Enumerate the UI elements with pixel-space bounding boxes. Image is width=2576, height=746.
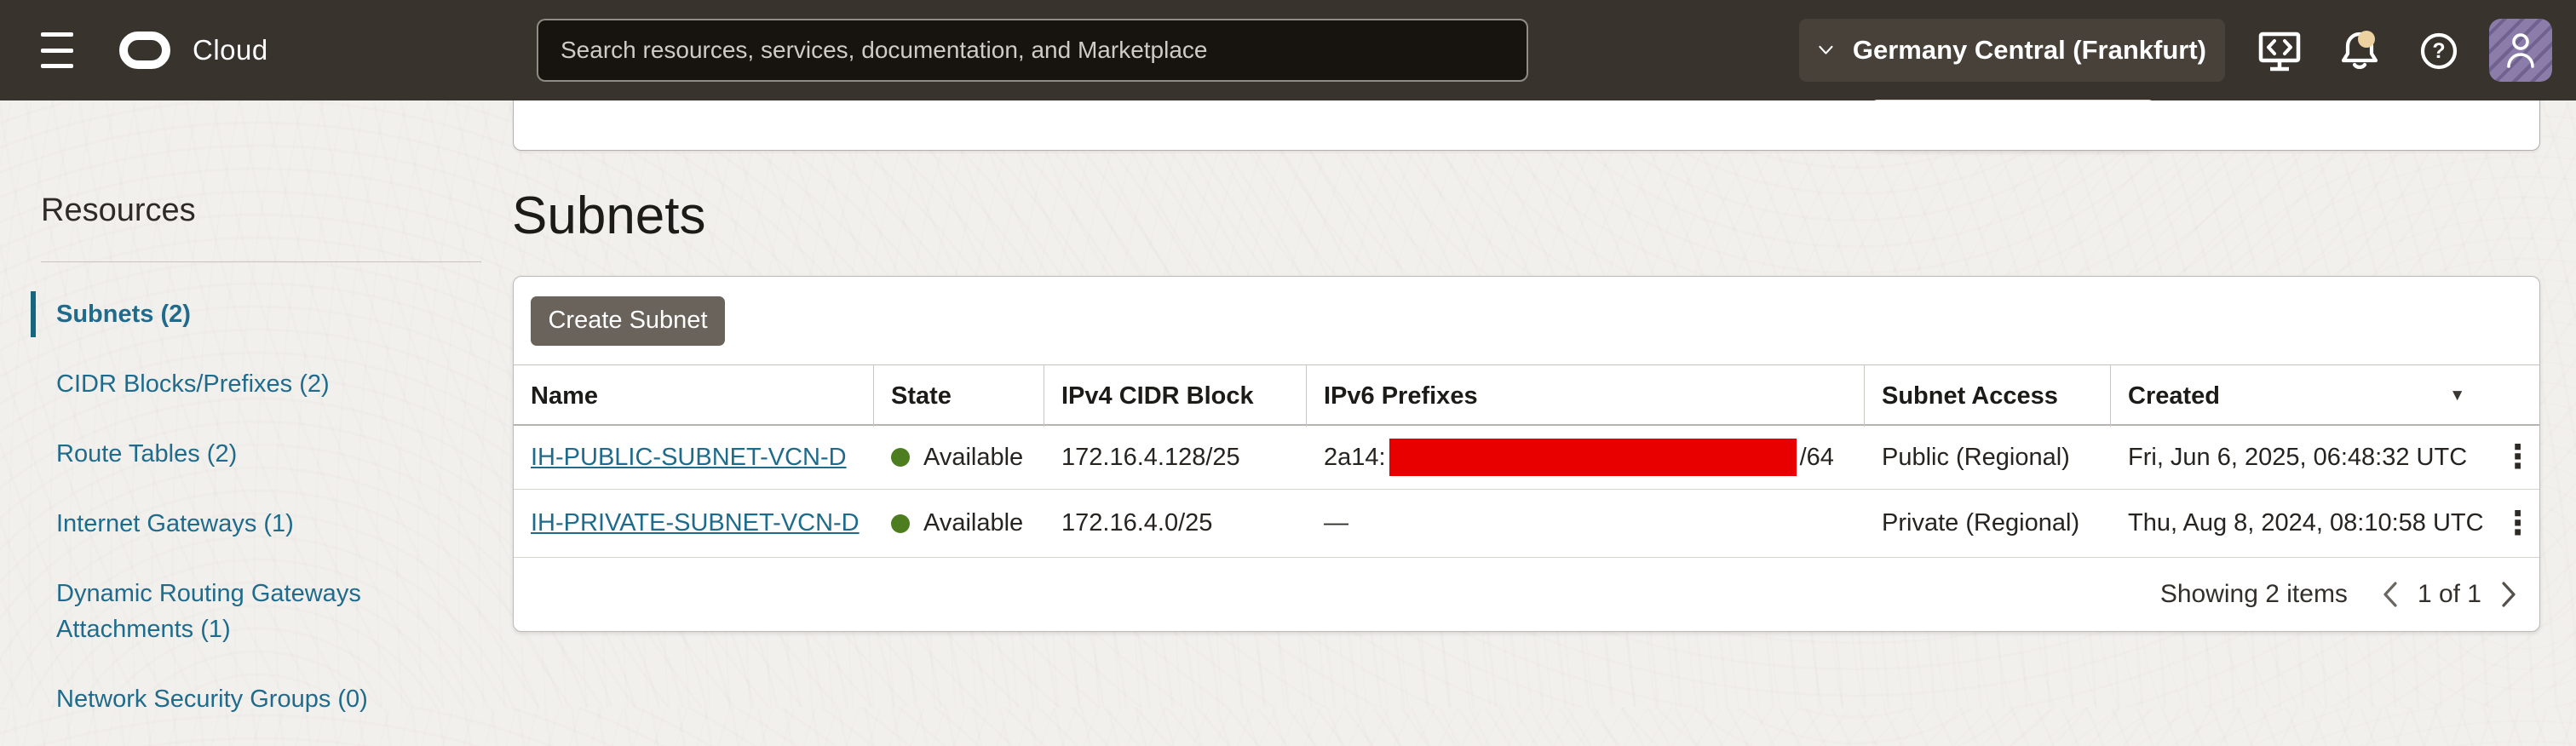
table-footer: Showing 2 items 1 of 1	[514, 558, 2539, 631]
resources-sidebar: Resources Subnets (2) CIDR Blocks/Prefix…	[31, 192, 481, 746]
status-available-icon	[891, 514, 910, 533]
ipv6-prefix-end: /64	[1799, 443, 1834, 471]
subnet-link-public[interactable]: IH-PUBLIC-SUBNET-VCN-D	[531, 443, 847, 471]
user-avatar[interactable]	[2489, 19, 2552, 82]
column-header-name[interactable]: Name	[514, 365, 874, 427]
ipv6-prefix-cell: 2a14: /64	[1307, 439, 1865, 476]
row-actions-menu[interactable]: ⋮	[2501, 441, 2534, 473]
page-title: Subnets	[512, 186, 706, 245]
subnet-access-value: Public (Regional)	[1882, 443, 2070, 471]
search-input[interactable]	[537, 19, 1528, 82]
person-icon	[2507, 33, 2534, 68]
ipv4-cidr-value: 172.16.4.0/25	[1061, 509, 1213, 537]
scrolled-card-bottom	[513, 100, 2540, 151]
column-header-created[interactable]: Created ▼	[2111, 365, 2487, 427]
top-navbar: Cloud Germany Central (Frankfurt) ?	[0, 0, 2576, 100]
sidebar-item-network-security-groups[interactable]: Network Security Groups (0)	[56, 686, 368, 713]
state-label: Available	[923, 509, 1024, 537]
next-page-icon[interactable]	[2500, 581, 2517, 608]
sidebar-list: Subnets (2) CIDR Blocks/Prefixes (2) Rou…	[31, 291, 448, 722]
sidebar-item-subnets[interactable]: Subnets (2)	[31, 291, 431, 337]
hamburger-menu-icon[interactable]	[41, 32, 75, 68]
notifications-bell-icon[interactable]	[2337, 29, 2382, 73]
sidebar-item-cidr-blocks[interactable]: CIDR Blocks/Prefixes (2)	[56, 370, 330, 398]
previous-page-icon[interactable]	[2382, 581, 2399, 608]
items-summary: Showing 2 items	[2159, 580, 2348, 608]
svg-text:?: ?	[2432, 39, 2445, 63]
help-icon[interactable]: ?	[2419, 32, 2458, 71]
region-selector[interactable]: Germany Central (Frankfurt)	[1799, 19, 2225, 82]
ipv6-prefix-start: 2a14:	[1324, 443, 1386, 471]
sidebar-item-internet-gateways[interactable]: Internet Gateways (1)	[56, 510, 294, 537]
sidebar-item-drg-attachments[interactable]: Dynamic Routing Gateways Attachments (1)	[56, 580, 361, 643]
redaction-box	[1389, 439, 1797, 476]
chevron-down-icon	[1819, 45, 1833, 55]
subnet-link-private[interactable]: IH-PRIVATE-SUBNET-VCN-D	[531, 509, 860, 537]
pagination: 1 of 1	[2382, 580, 2517, 609]
sidebar-title: Resources	[41, 192, 196, 228]
page-indicator: 1 of 1	[2417, 580, 2481, 608]
region-label: Germany Central (Frankfurt)	[1852, 35, 2206, 65]
column-header-created-label: Created	[2128, 382, 2220, 410]
status-available-icon	[891, 448, 910, 467]
notification-badge	[2358, 31, 2375, 48]
ipv6-prefix-cell: —	[1324, 509, 1348, 537]
sort-desc-icon: ▼	[2449, 387, 2465, 405]
oracle-logo-icon	[119, 32, 170, 69]
column-header-ipv4[interactable]: IPv4 CIDR Block	[1044, 365, 1307, 427]
create-subnet-button[interactable]: Create Subnet	[531, 296, 725, 346]
column-header-subnet-access[interactable]: Subnet Access	[1865, 365, 2111, 427]
state-label: Available	[923, 443, 1024, 471]
subnet-access-value: Private (Regional)	[1882, 509, 2080, 537]
created-value: Thu, Aug 8, 2024, 08:10:58 UTC	[2128, 509, 2484, 537]
row-actions-menu[interactable]: ⋮	[2501, 507, 2534, 540]
sidebar-divider	[41, 261, 481, 262]
table-row: IH-PRIVATE-SUBNET-VCN-D Available 172.16…	[514, 490, 2539, 558]
cloud-shell-icon[interactable]	[2257, 31, 2302, 72]
sidebar-item-route-tables[interactable]: Route Tables (2)	[56, 440, 238, 468]
ipv4-cidr-value: 172.16.4.128/25	[1061, 443, 1240, 471]
column-header-actions	[2487, 365, 2539, 427]
column-header-ipv6[interactable]: IPv6 Prefixes	[1307, 365, 1865, 427]
brand-label: Cloud	[193, 34, 268, 66]
table-row: IH-PUBLIC-SUBNET-VCN-D Available 172.16.…	[514, 426, 2539, 490]
created-value: Fri, Jun 6, 2025, 06:48:32 UTC	[2128, 443, 2468, 471]
table-toolbar: Create Subnet	[514, 277, 2539, 364]
table-header-row: Name State IPv4 CIDR Block IPv6 Prefixes…	[514, 364, 2539, 427]
column-header-state[interactable]: State	[874, 365, 1044, 427]
subnets-card: Create Subnet Name State IPv4 CIDR Block…	[513, 276, 2540, 632]
oracle-cloud-brand[interactable]: Cloud	[119, 0, 268, 100]
